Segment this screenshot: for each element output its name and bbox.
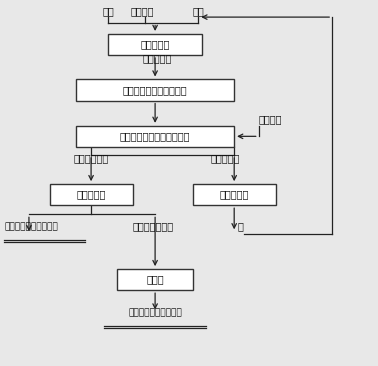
Text: 二硫化钨（指定粒度）: 二硫化钨（指定粒度） — [128, 308, 182, 317]
Text: 二硫化钨: 二硫化钨 — [259, 115, 282, 125]
Bar — [50, 184, 133, 205]
Bar — [76, 126, 234, 147]
Text: 舟外硫溶液: 舟外硫溶液 — [210, 153, 240, 163]
Text: 二硫化钨（指定粒度）: 二硫化钨（指定粒度） — [5, 222, 58, 231]
Text: 二硫化钨: 二硫化钨 — [130, 6, 154, 16]
Text: 硫: 硫 — [238, 221, 244, 231]
Text: 活化混合粉: 活化混合粉 — [142, 53, 172, 63]
Bar — [118, 269, 193, 290]
Text: 装舟入反应管高温区反应: 装舟入反应管高温区反应 — [123, 85, 187, 95]
Text: 混合与活化: 混合与活化 — [140, 40, 170, 49]
Text: 球磨机: 球磨机 — [146, 274, 164, 285]
Text: 钨粉: 钨粉 — [102, 6, 114, 16]
Text: 筛分机过筛: 筛分机过筛 — [76, 190, 106, 200]
Text: 反应管低温区硫液化或凝华: 反应管低温区硫液化或凝华 — [120, 131, 191, 141]
Text: 硫粉: 硫粉 — [192, 6, 204, 16]
Text: 未过筛二硫化钨: 未过筛二硫化钨 — [133, 221, 174, 231]
Bar — [76, 79, 234, 101]
Bar — [193, 184, 276, 205]
Bar — [108, 34, 202, 55]
Text: 舟内二硫化钨: 舟内二硫化钨 — [73, 153, 109, 163]
Text: 硫回收装置: 硫回收装置 — [220, 190, 249, 200]
